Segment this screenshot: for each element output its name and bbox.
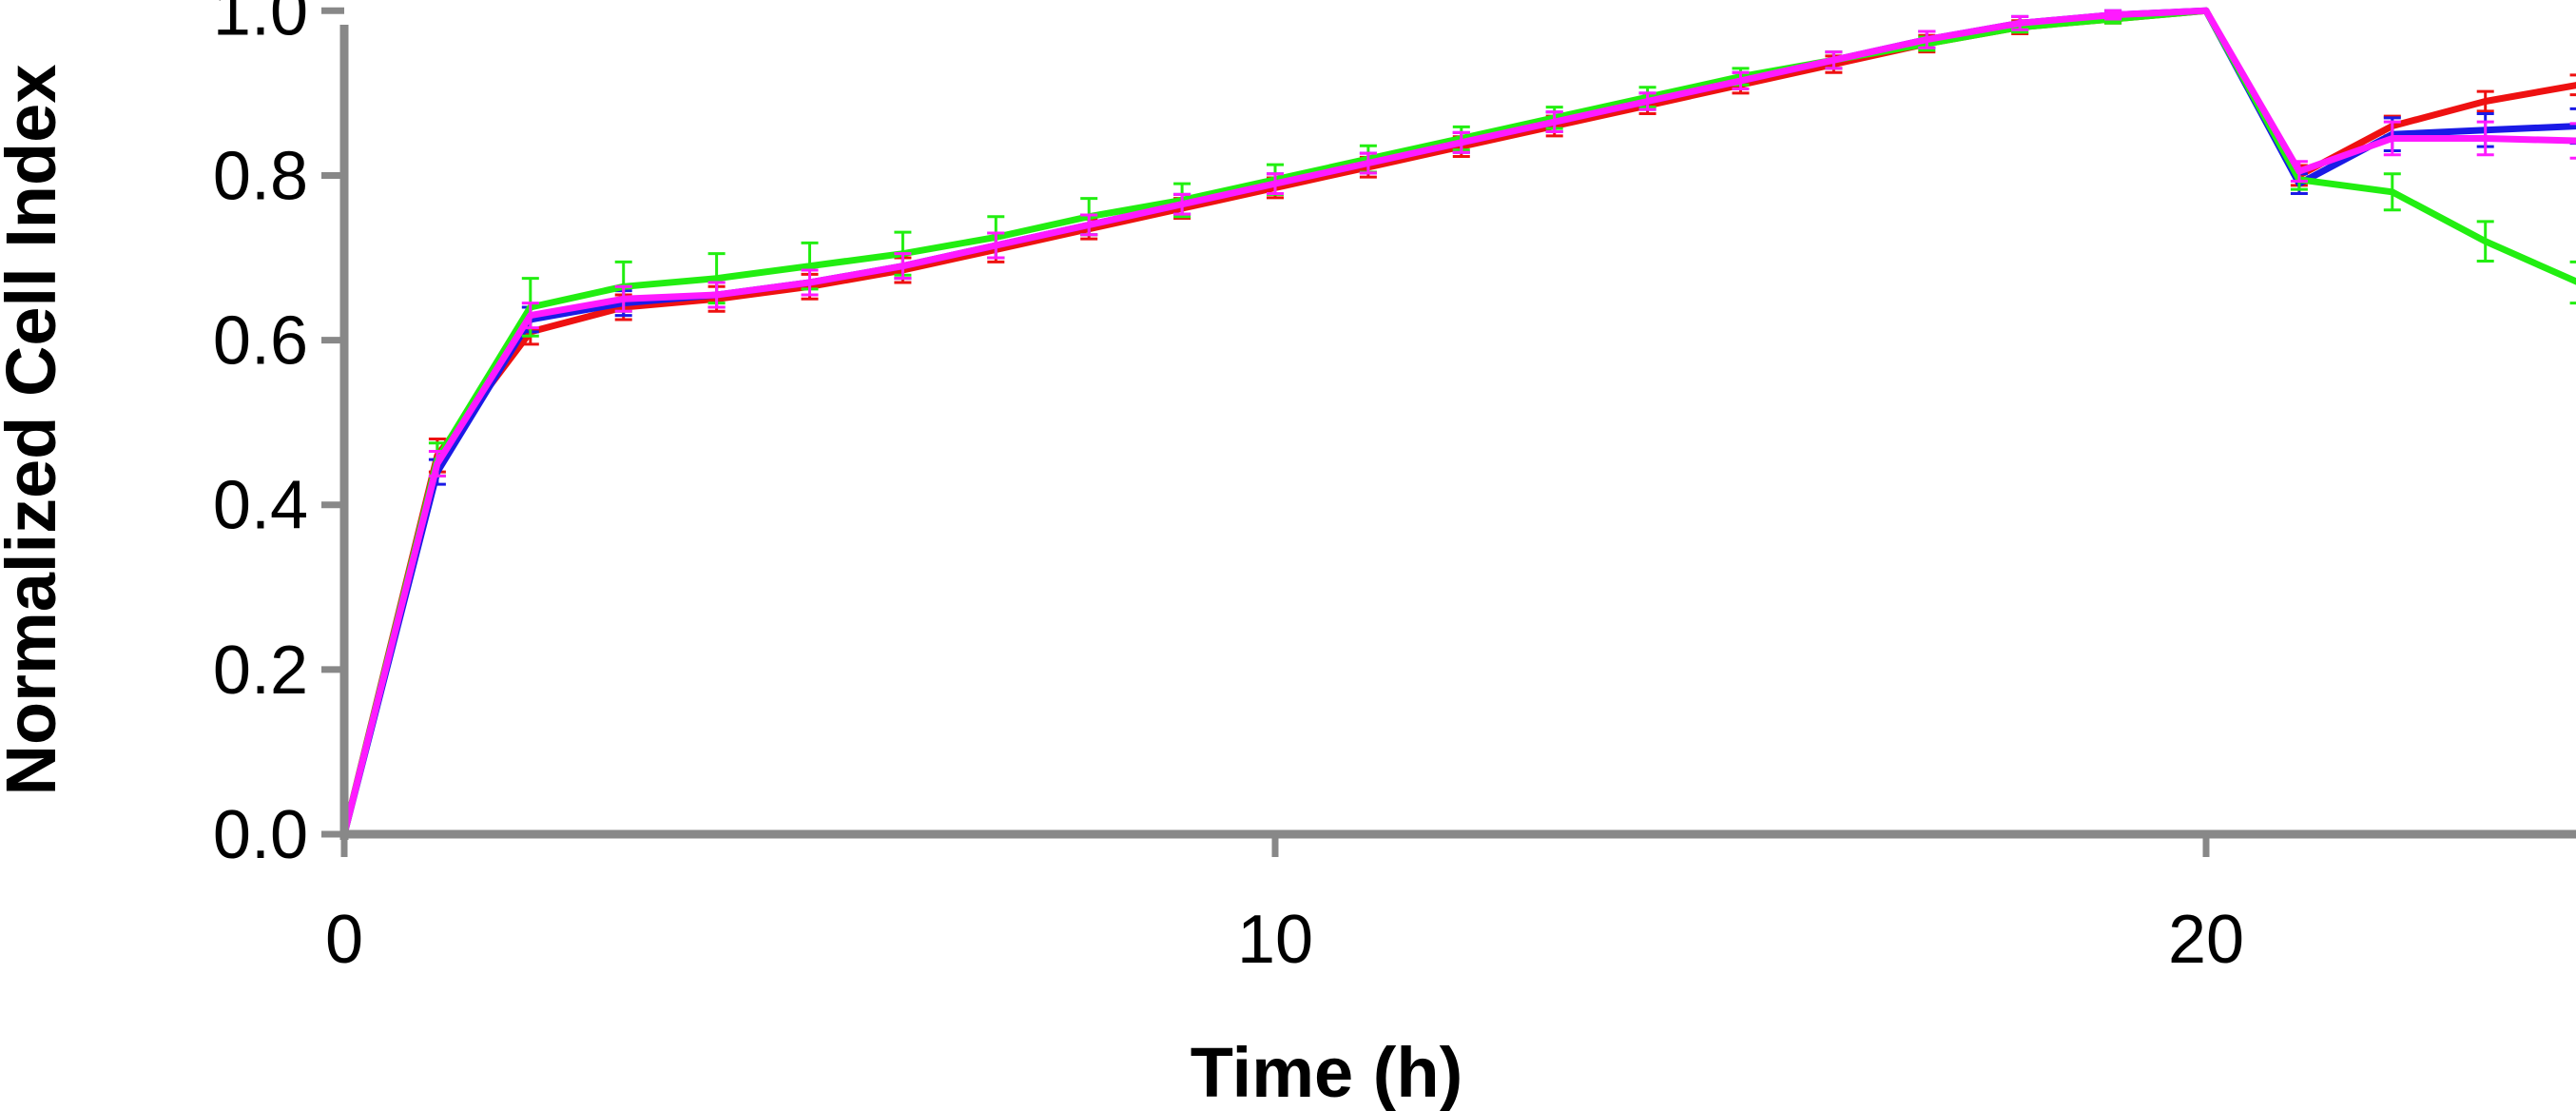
x-tick-label: 10 — [1237, 902, 1313, 978]
series-red — [340, 7, 2576, 838]
error-bar — [2569, 260, 2576, 305]
error-bar — [2569, 122, 2576, 160]
x-tick-label: 0 — [325, 902, 363, 978]
x-tick-label: 20 — [2168, 902, 2244, 978]
error-bar — [2569, 73, 2576, 97]
y-tick-label: 1.0 — [213, 0, 308, 49]
series-line-red — [340, 7, 2576, 838]
y-tick-label: 0.8 — [213, 138, 308, 214]
y-tick-label: 0.6 — [213, 303, 308, 380]
error-bars-green — [428, 13, 2576, 478]
error-bars-red — [428, 13, 2576, 474]
y-tick-label: 0.0 — [213, 797, 308, 873]
y-tick-label: 0.4 — [213, 468, 308, 544]
series-layer — [340, 7, 2576, 838]
y-axis-title: Normalized Cell Index — [0, 65, 70, 796]
error-bars-magenta — [428, 9, 2576, 478]
axes-layer — [321, 7, 2576, 857]
error-bars-blue — [428, 9, 2576, 486]
y-tick-label: 0.2 — [213, 633, 308, 709]
x-axis-title: Time (h) — [1191, 1033, 1462, 1111]
labels-layer: 0.00.20.40.60.81.01.21.4010203040 — [213, 0, 2244, 978]
series-line-magenta — [340, 7, 2576, 838]
series-magenta — [340, 7, 2576, 838]
